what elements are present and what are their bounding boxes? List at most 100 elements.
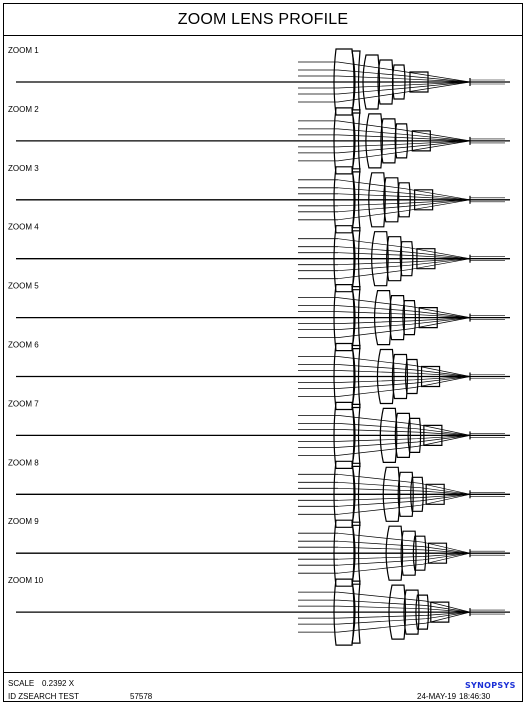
zoom-group-lens xyxy=(399,241,414,277)
converging-ray xyxy=(337,193,471,201)
converging-ray xyxy=(337,246,471,260)
zoom-group-lens xyxy=(400,530,417,576)
converging-ray xyxy=(337,370,471,377)
converging-ray xyxy=(337,552,471,566)
converging-ray xyxy=(337,317,471,324)
zoom-5-profile xyxy=(16,284,510,352)
zoom-label: ZOOM 8 xyxy=(8,458,39,467)
converging-ray xyxy=(337,199,471,207)
id-number: 57578 xyxy=(130,692,153,701)
converging-ray xyxy=(337,611,471,625)
zoom-6-profile xyxy=(16,342,510,411)
converging-ray xyxy=(337,540,471,554)
converging-ray xyxy=(337,591,471,613)
footer-time: 18:46:30 xyxy=(459,692,491,701)
converging-ray xyxy=(337,605,471,613)
converging-ray xyxy=(337,311,471,318)
zoom-label: ZOOM 6 xyxy=(8,341,39,350)
converging-ray xyxy=(337,429,471,436)
rear-lens xyxy=(414,189,434,211)
converging-ray xyxy=(337,435,471,442)
converging-ray xyxy=(337,481,471,495)
zoom-group-lens xyxy=(377,59,394,105)
converging-ray xyxy=(337,546,471,554)
converging-ray xyxy=(337,435,471,456)
converging-ray xyxy=(337,134,471,142)
scale-label: SCALE xyxy=(8,679,35,688)
converging-ray xyxy=(337,364,471,377)
zoom-label: ZOOM 2 xyxy=(8,105,39,114)
rear-lens xyxy=(430,601,450,623)
converging-ray xyxy=(337,611,471,633)
zoom-3-profile xyxy=(16,166,510,234)
converging-ray xyxy=(337,252,471,260)
id-text: ID ZSEARCH TEST xyxy=(8,692,79,701)
zoom-group-lens xyxy=(412,535,427,571)
converging-ray xyxy=(337,552,471,574)
zoom-9-profile xyxy=(16,519,510,587)
scale-value: 0.2392 X xyxy=(42,679,75,688)
converging-ray xyxy=(337,140,471,154)
converging-ray xyxy=(337,317,471,338)
brand-logo: SYNOPSYS xyxy=(465,681,516,690)
converging-ray xyxy=(337,187,471,201)
converging-ray xyxy=(337,120,471,142)
converging-ray xyxy=(337,179,471,201)
converging-ray xyxy=(337,140,471,148)
converging-ray xyxy=(337,376,471,397)
zoom-label: ZOOM 4 xyxy=(8,223,39,232)
plot-frame: ZOOM LENS PROFILE SCALE 0.2392 X ID ZSEA… xyxy=(3,3,523,702)
converging-ray xyxy=(337,532,471,554)
converging-ray xyxy=(337,356,471,377)
rear-lens xyxy=(411,130,431,152)
converging-ray xyxy=(337,199,471,221)
footer-divider xyxy=(4,672,522,673)
converging-ray xyxy=(337,376,471,389)
converging-ray xyxy=(337,493,471,501)
converging-ray xyxy=(337,81,471,89)
title-bar: ZOOM LENS PROFILE xyxy=(4,4,522,36)
converging-ray xyxy=(337,140,471,162)
converging-ray xyxy=(337,415,471,436)
converging-ray xyxy=(337,493,471,507)
converging-ray xyxy=(337,599,471,613)
zoom-label: ZOOM 7 xyxy=(8,399,39,408)
converging-ray xyxy=(337,258,471,280)
zoom-group-lens xyxy=(404,358,419,395)
zoom-8-profile xyxy=(16,460,510,528)
zoom-group-lens xyxy=(394,123,409,159)
zoom-label: ZOOM 1 xyxy=(8,46,39,55)
zoom-label: ZOOM 3 xyxy=(8,164,39,173)
rear-lens xyxy=(416,248,436,270)
converging-ray xyxy=(337,493,471,515)
converging-ray xyxy=(337,376,471,383)
zoom-group-lens xyxy=(397,182,411,218)
converging-ray xyxy=(337,258,471,272)
zoom-group-lens xyxy=(397,471,414,517)
zoom-group-lens xyxy=(407,417,422,453)
footer-date: 24-MAY-19 xyxy=(417,692,457,701)
zoom-7-profile xyxy=(16,401,510,469)
zoom-label: ZOOM 10 xyxy=(8,576,44,585)
converging-ray xyxy=(337,61,471,83)
converging-ray xyxy=(337,473,471,495)
converging-ray xyxy=(337,81,471,103)
zoom-group-lens xyxy=(394,412,411,458)
converging-ray xyxy=(337,297,471,318)
zoom-group-lens xyxy=(402,300,416,336)
zoom-group-lens xyxy=(391,353,409,400)
zoom-4-profile xyxy=(16,225,510,293)
converging-ray xyxy=(337,611,471,619)
zoom-group-lens xyxy=(410,476,424,512)
converging-ray xyxy=(337,75,471,83)
converging-ray xyxy=(337,435,471,448)
rear-lens xyxy=(409,71,429,93)
zoom-group-lens xyxy=(415,594,429,630)
zoom-10-profile xyxy=(16,578,510,646)
converging-ray xyxy=(337,317,471,330)
converging-ray xyxy=(337,552,471,560)
converging-ray xyxy=(337,487,471,495)
zoom-label: ZOOM 5 xyxy=(8,282,39,291)
zoom-label: ZOOM 9 xyxy=(8,517,39,526)
